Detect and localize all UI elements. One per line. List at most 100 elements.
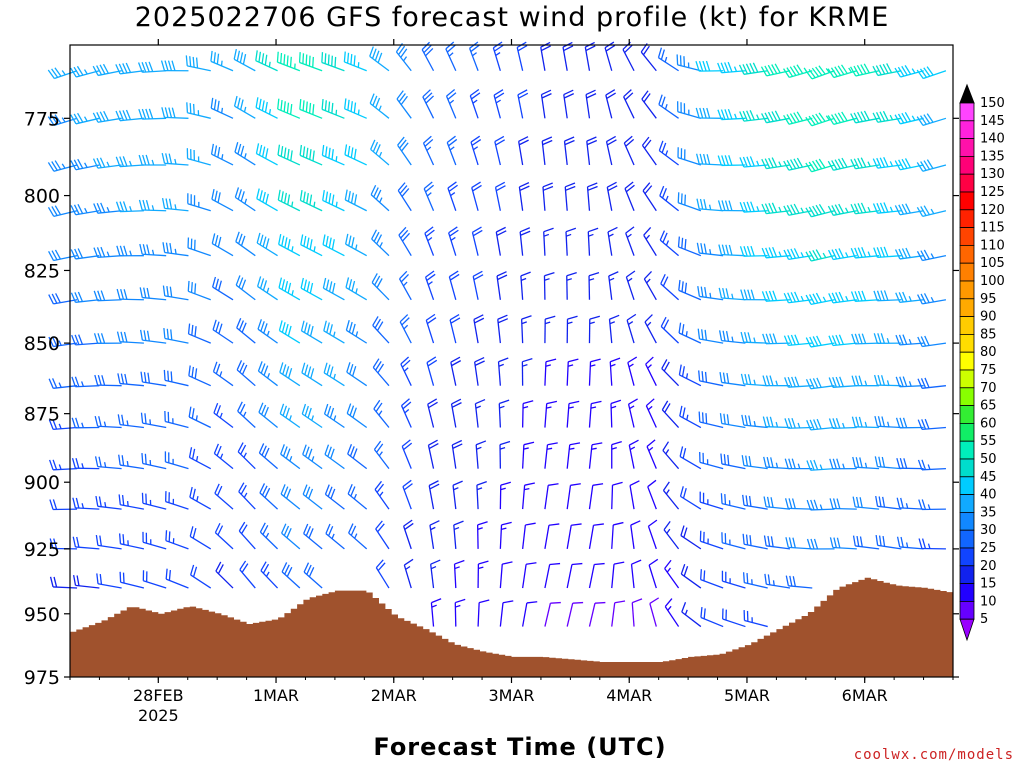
barb-feather [607, 185, 618, 192]
colorbar-label: 130 [980, 167, 1005, 182]
barb-half-feather [685, 331, 688, 337]
wind-barb [588, 523, 604, 549]
wind-barb [277, 189, 301, 212]
barb-shaft [260, 570, 279, 589]
barb-feather [743, 289, 748, 300]
colorbar-segment [959, 476, 975, 495]
barb-shaft [370, 148, 390, 166]
barb-feather [762, 375, 767, 386]
wind-barb [720, 493, 746, 510]
barb-shaft [699, 252, 724, 257]
barb-feather [727, 61, 733, 73]
barb-feather [661, 359, 668, 369]
barb-feather [262, 280, 268, 291]
barb-feather [587, 185, 598, 191]
barb-shaft [624, 188, 635, 211]
wind-barb [47, 205, 78, 217]
barb-feather [701, 329, 704, 340]
barb-feather [472, 270, 483, 277]
wind-barb [235, 275, 256, 301]
barb-feather [728, 200, 733, 211]
barb-feather [898, 292, 904, 303]
barb-half-feather [84, 162, 88, 168]
barb-shaft [721, 297, 746, 301]
barb-feather [920, 161, 927, 171]
barb-feather [326, 405, 332, 417]
wind-barb [118, 454, 144, 470]
barb-feather [258, 443, 265, 454]
barb-feather [350, 192, 355, 204]
barb-half-feather [628, 321, 634, 325]
barb-feather [474, 360, 485, 366]
barb-feather [628, 398, 638, 405]
barb-half-feather [58, 464, 62, 470]
barb-feather [303, 235, 307, 247]
barb-feather [261, 53, 265, 64]
barb-feather [660, 49, 665, 60]
barb-feather [643, 139, 652, 149]
barb-shaft [563, 141, 568, 166]
barb-feather [767, 574, 771, 585]
barb-feather [725, 330, 730, 342]
barb-feather [47, 206, 55, 217]
barb-feather [399, 185, 408, 194]
barb-feather [872, 112, 879, 123]
barb-shaft [188, 290, 211, 301]
barb-feather [214, 522, 221, 533]
barb-half-feather [495, 99, 501, 104]
barb-half-feather [378, 451, 383, 457]
barb-shaft [699, 208, 724, 212]
barb-feather [349, 446, 355, 457]
wind-barb [474, 356, 485, 386]
colorbar-segment [959, 529, 975, 549]
barb-shaft [373, 449, 390, 470]
barb-feather [305, 54, 308, 65]
barb-feather [765, 375, 771, 386]
barb-feather [658, 140, 664, 151]
wind-barb [142, 531, 167, 550]
barb-half-feather [930, 296, 935, 303]
barb-feather [700, 607, 703, 618]
barb-feather [331, 194, 335, 206]
wind-barb [518, 182, 530, 211]
barb-feather [237, 189, 242, 200]
barb-feather [116, 331, 121, 342]
wind-barb [895, 417, 924, 429]
barb-feather [898, 248, 904, 259]
barb-feather [918, 499, 923, 510]
barb-feather [99, 573, 103, 585]
barb-feather [400, 273, 409, 283]
barb-shaft [855, 299, 880, 302]
wind-barb [93, 333, 122, 344]
barb-feather [426, 273, 436, 281]
barb-feather [286, 148, 290, 160]
barb-half-feather [243, 452, 247, 458]
barb-feather [474, 356, 485, 363]
wind-barb [544, 358, 557, 386]
barb-feather [624, 181, 634, 190]
barb-feather [191, 366, 195, 378]
barb-half-feather [772, 580, 775, 586]
wind-barb [322, 277, 345, 301]
barb-feather [769, 333, 774, 344]
barb-shaft [789, 70, 813, 79]
barb-half-feather [733, 66, 738, 72]
barb-feather [788, 458, 793, 469]
wind-barb [370, 184, 390, 212]
barb-shaft [280, 493, 301, 510]
barb-feather [699, 153, 704, 165]
barb-feather [239, 52, 244, 63]
barb-feather [478, 560, 489, 565]
barb-half-feather [521, 321, 527, 325]
barb-half-feather [845, 295, 849, 302]
barb-feather [308, 567, 315, 578]
wind-barb [852, 496, 880, 510]
wind-barb [875, 495, 902, 510]
wind-barb [917, 377, 947, 389]
barb-feather [613, 521, 624, 526]
barb-feather [896, 536, 901, 548]
barb-feather [216, 445, 222, 456]
wind-barb [566, 271, 577, 300]
barb-feather [98, 496, 102, 507]
barb-feather [123, 331, 128, 343]
